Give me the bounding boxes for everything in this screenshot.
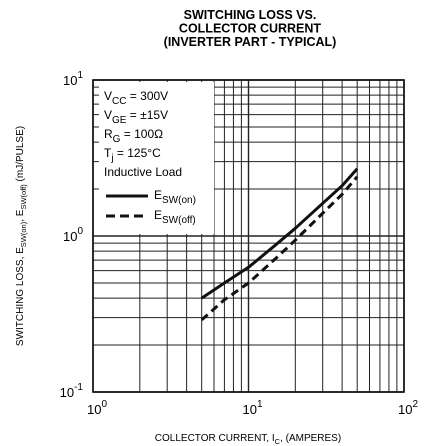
x-axis-label: COLLECTOR CURRENT, IC, (AMPERES) [155,433,341,446]
plot-series [200,167,359,322]
condition-3: RG = 100Ω [104,127,163,145]
title-line-1: SWITCHING LOSS VS. [184,8,317,22]
x-tick-label: 101 [242,399,262,417]
title-line-2: COLLECTOR CURRENT [179,22,321,36]
chart-title: SWITCHING LOSS VS.COLLECTOR CURRENT(INVE… [164,8,337,49]
plot-frame [92,79,405,393]
condition-5: Inductive Load [104,165,182,179]
condition-1: VCC = 300V [104,89,168,107]
condition-2: VGE = ±15V [104,108,168,126]
x-tick-label: 102 [398,399,418,417]
y-tick-label: 100 [63,226,83,244]
condition-4: Tj = 125°C [104,146,161,164]
y-axis-label: SWITCHING LOSS, ESW(on), ESW(off) (mJ/PU… [15,126,28,346]
series-line-1 [200,167,359,300]
x-tick-label: 100 [87,399,107,417]
plot-grid [92,79,405,393]
axis-labels: COLLECTOR CURRENT, IC, (AMPERES) SWITCHIN… [15,126,341,446]
legend-label-2: ESW(off) [154,208,196,226]
legend-background [99,82,214,234]
legend-label-1: ESW(on) [154,188,196,206]
series-line-2 [200,175,359,322]
y-tick-label: 10-1 [60,382,84,400]
title-line-3: (INVERTER PART - TYPICAL) [164,35,337,49]
y-tick-label: 101 [63,70,83,88]
